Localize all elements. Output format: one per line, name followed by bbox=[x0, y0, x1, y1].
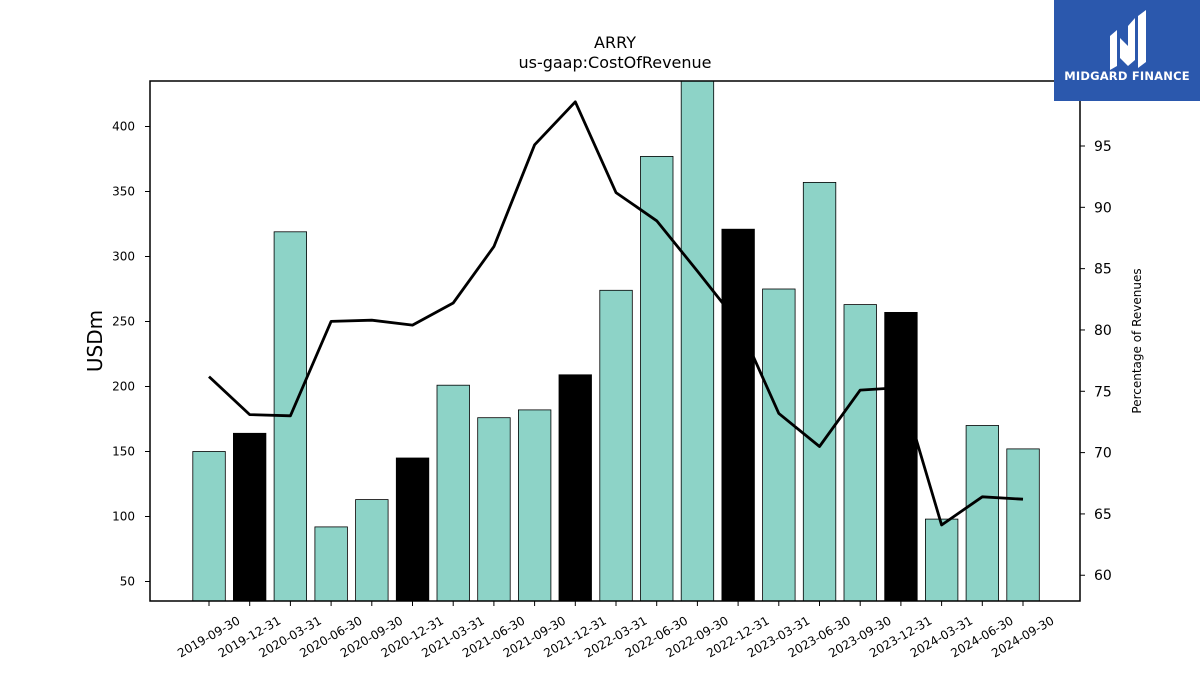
y2-tick-label: 70 bbox=[1094, 446, 1112, 462]
y2-tick-label: 95 bbox=[1094, 139, 1112, 155]
y-tick-label: 150 bbox=[112, 445, 135, 459]
y2-tick-label: 60 bbox=[1094, 568, 1112, 584]
y2-tick-label: 65 bbox=[1094, 507, 1112, 523]
bar-2022-12-31 bbox=[721, 228, 755, 602]
bar-2023-06-30 bbox=[802, 181, 837, 602]
bar-2019-12-31 bbox=[232, 432, 267, 602]
line-group bbox=[208, 100, 1024, 527]
y2-tick-label: 75 bbox=[1094, 384, 1112, 400]
brand-name: MIDGARD FINANCE bbox=[1064, 69, 1190, 83]
bar-2020-12-31 bbox=[395, 457, 430, 602]
y-tick-label: 400 bbox=[112, 120, 135, 134]
bar-2022-03-31 bbox=[599, 289, 633, 602]
bar-2021-03-31 bbox=[436, 384, 470, 602]
y2-tick-label: 80 bbox=[1094, 323, 1112, 339]
chart-title: ARRY bbox=[594, 33, 636, 52]
plot-frame bbox=[149, 80, 1081, 602]
y-tick-label: 50 bbox=[120, 575, 135, 589]
y-tick-label: 300 bbox=[112, 250, 135, 264]
bar-2022-06-30 bbox=[640, 155, 674, 602]
bar-2021-09-30 bbox=[518, 409, 552, 602]
x-axis: 2019-09-302019-12-312020-03-312020-06-30… bbox=[175, 601, 1057, 660]
revenue-percentage-line bbox=[208, 100, 1024, 527]
y-tick-label: 350 bbox=[112, 185, 135, 199]
chart-subtitle: us-gaap:CostOfRevenue bbox=[518, 53, 711, 72]
bar-2024-03-31 bbox=[925, 518, 959, 602]
midgard-logo-icon bbox=[1110, 10, 1146, 70]
bar-2022-09-30 bbox=[680, 80, 715, 602]
bar-2021-06-30 bbox=[477, 417, 511, 602]
brand-logo: MIDGARD FINANCE bbox=[1054, 0, 1200, 101]
bar-2024-09-30 bbox=[1006, 448, 1040, 602]
y-axis-right: 60 65 70 75 80 85 90 95 bbox=[1080, 139, 1112, 584]
bar-2019-09-30 bbox=[192, 451, 226, 602]
bar-2020-09-30 bbox=[355, 499, 389, 602]
bar-2023-03-31 bbox=[762, 288, 796, 602]
bar-2023-09-30 bbox=[843, 304, 877, 602]
y-axis-label: USDm bbox=[83, 310, 107, 372]
y-tick-label: 200 bbox=[112, 380, 135, 394]
bar-group bbox=[192, 80, 1040, 602]
y-tick-label: 100 bbox=[112, 510, 135, 524]
y-tick-label: 250 bbox=[112, 315, 135, 329]
bar-2023-12-31 bbox=[884, 311, 918, 602]
bar-2020-06-30 bbox=[314, 526, 348, 602]
bar-2021-12-31 bbox=[558, 374, 592, 602]
y2-tick-label: 85 bbox=[1094, 262, 1112, 278]
y2-tick-label: 90 bbox=[1094, 200, 1112, 216]
y-axis-left: 50 100 150 200 250 300 350 400 bbox=[112, 120, 150, 589]
bar-2024-06-30 bbox=[965, 425, 999, 602]
y2-axis-label: Percentage of Revenues bbox=[1130, 268, 1144, 413]
